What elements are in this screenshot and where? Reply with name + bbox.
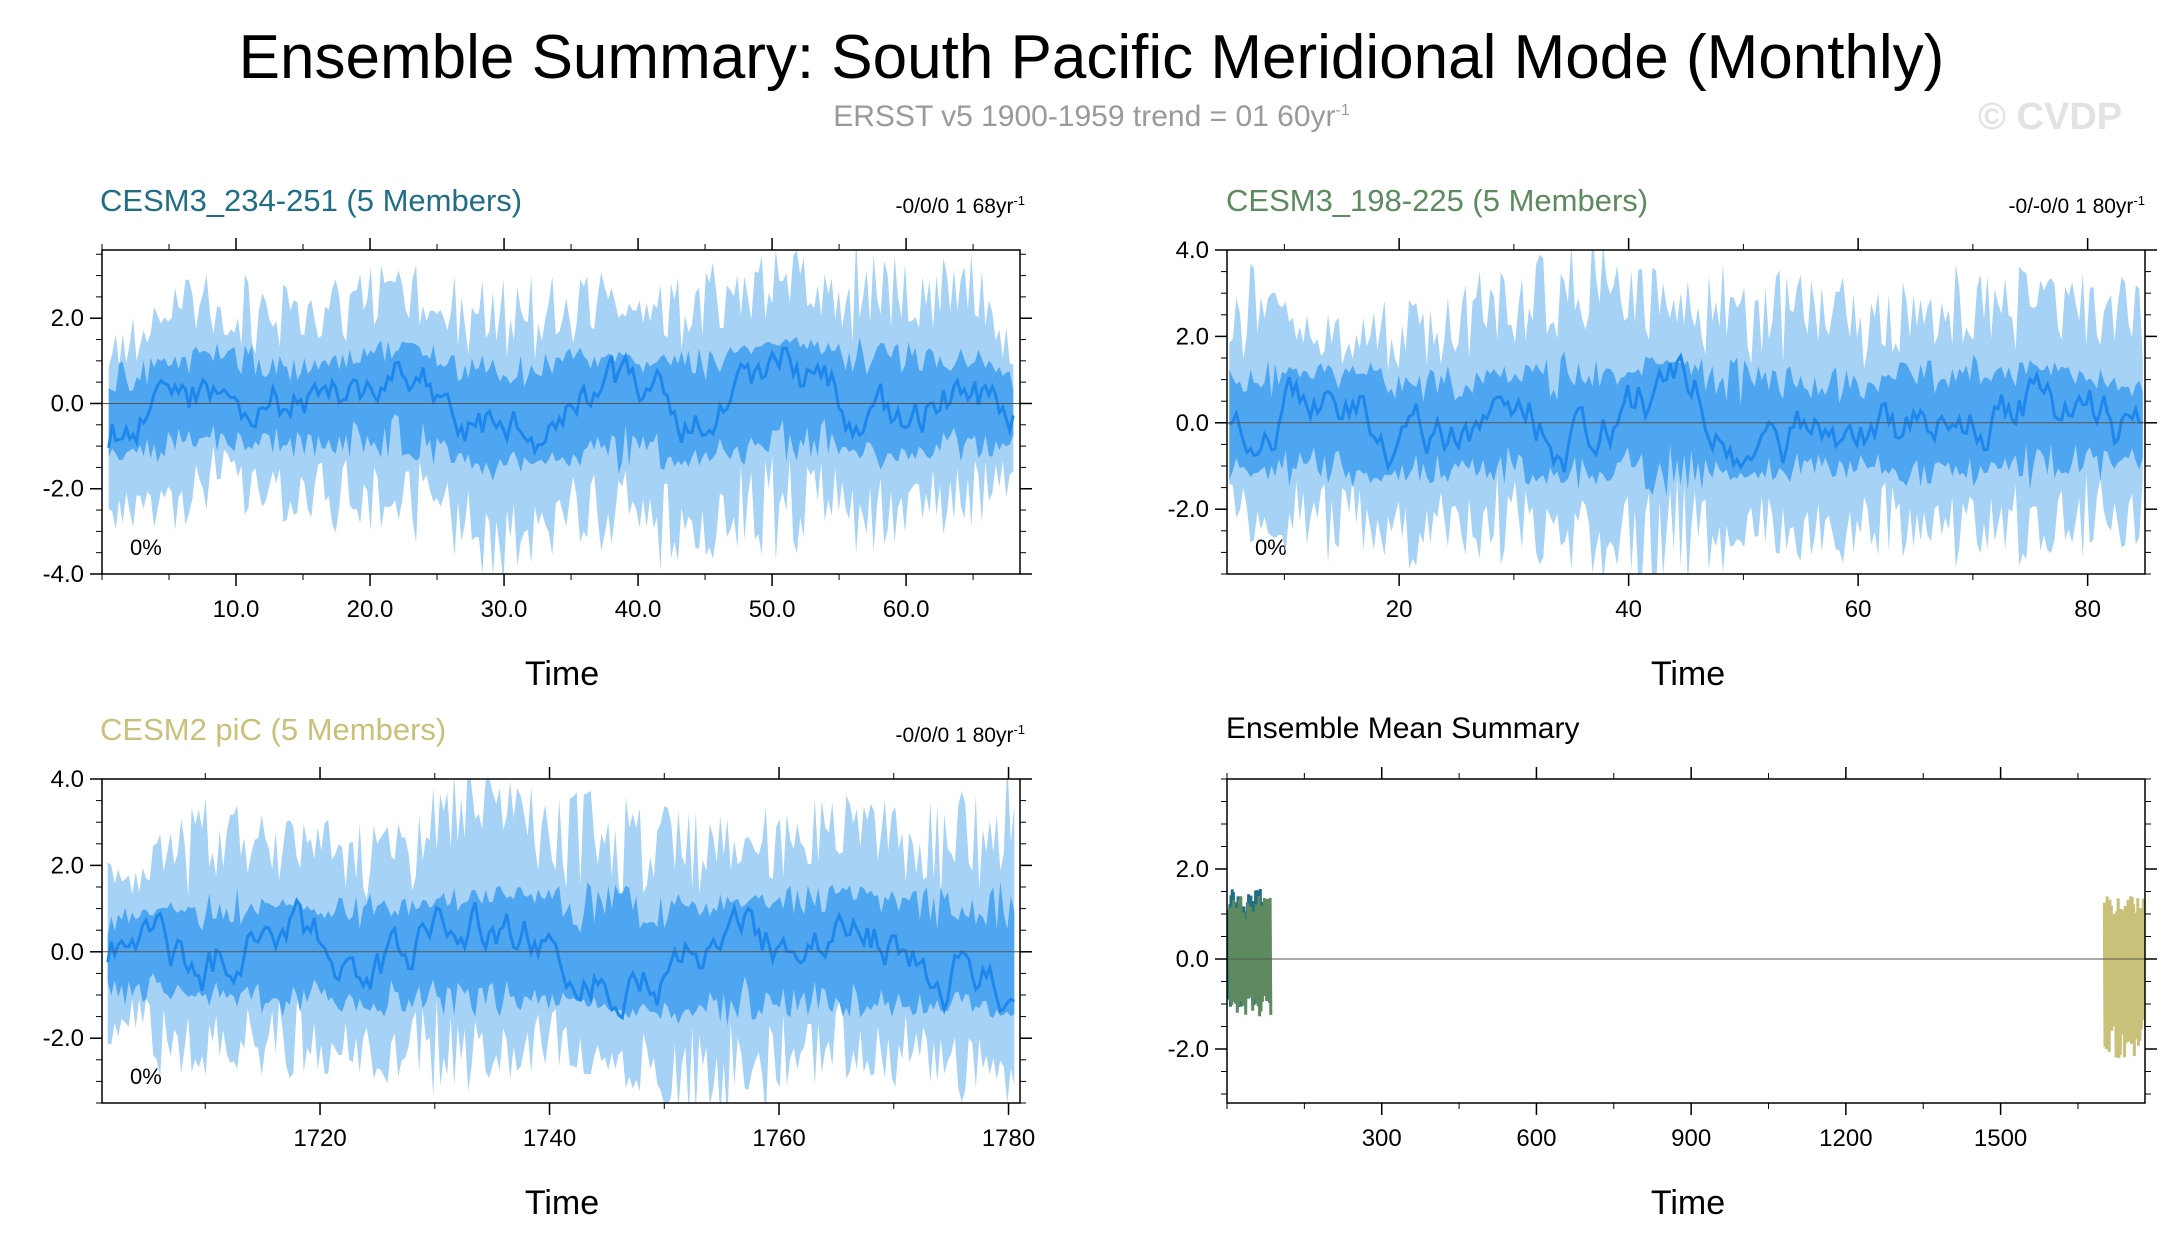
panel-2-xtick-label: 1720 [293, 1125, 346, 1152]
panel-0-iqr-band [108, 336, 1014, 481]
panel-3-series-2 [2102, 896, 2145, 1058]
panel-0-xtick-label: 20.0 [347, 596, 394, 623]
panel-3-xtick-label: 600 [1516, 1125, 1556, 1152]
panel-3-xtick-label: 900 [1671, 1125, 1711, 1152]
panel-3-series-1 [1228, 895, 1273, 1017]
panel-1-xlabel: Time [1650, 655, 1726, 693]
panel-1-mean-line [1228, 352, 2143, 473]
panel-0-ytick-label: -2.0 [43, 476, 84, 503]
panel-0-annotation: 0% [130, 535, 162, 560]
panel-1-trend: -0/-0/0 1 80yr-1 [2008, 193, 2145, 218]
panel-1-ytick-label: 0.0 [1176, 410, 1209, 437]
panel-1-xtick-label: 40 [1615, 596, 1642, 623]
panel-3-frame [1226, 778, 2146, 1104]
panel-1-iqr-band [1229, 351, 2143, 497]
panel-1-xtick-label: 60 [1845, 596, 1872, 623]
panel-0-xtick-label: 30.0 [481, 596, 528, 623]
panel-3-xtick-label: 300 [1362, 1125, 1402, 1152]
panel-2-trend: -0/0/0 1 80yr-1 [895, 722, 1025, 747]
panel-0-title: CESM3_234-251 (5 Members) [100, 183, 523, 218]
panel-2-ytick-label: 0.0 [51, 939, 84, 966]
panel-2-xtick-label: 1740 [523, 1125, 576, 1152]
page-subtitle: ERSST v5 1900-1959 trend = 01 60yr-1 [833, 100, 1350, 133]
panel-0-xlabel: Time [524, 655, 600, 693]
panel-3-title: Ensemble Mean Summary [1226, 712, 1580, 745]
panel-0-plot-area [107, 250, 1015, 574]
panel-2-xtick-label: 1760 [752, 1125, 805, 1152]
panel-0-xtick-label: 50.0 [749, 596, 796, 623]
panel-2-xlabel: Time [524, 1184, 600, 1222]
panel-3-plot-area [1227, 888, 2145, 1058]
panel-3-ytick-label: 2.0 [1176, 856, 1209, 883]
panel-3-xlabel: Time [1650, 1184, 1726, 1222]
panel-3-xtick-label: 1500 [1974, 1125, 2027, 1152]
panel-2-annotation: 0% [130, 1064, 162, 1089]
panel-1-title: CESM3_198-225 (5 Members) [1226, 183, 1649, 218]
panel-2-frame [101, 778, 1021, 1104]
panel-3-ytick-label: -2.0 [1168, 1036, 1209, 1063]
panel-2-mean-line [106, 897, 1016, 1021]
panel-1-plot-area [1228, 250, 2143, 574]
page-title: Ensemble Summary: South Pacific Meridion… [238, 23, 1945, 92]
panel-0-xtick-label: 60.0 [883, 596, 930, 623]
panel-1-xtick-label: 80 [2074, 596, 2101, 623]
panel-2-title: CESM2 piC (5 Members) [100, 712, 447, 747]
panel-1-ytick-label: -2.0 [1168, 496, 1209, 523]
panel-2-xtick-label: 1780 [982, 1125, 1035, 1152]
panel-2-ytick-label: -2.0 [43, 1025, 84, 1052]
panel-0-frame [101, 249, 1021, 575]
panel-1-frame [1226, 249, 2146, 575]
panel-0-ytick-label: 2.0 [51, 305, 84, 332]
panel-0-mean-line [107, 346, 1015, 457]
panel-2-plot-area [106, 779, 1016, 1103]
panel-1-xtick-label: 20 [1386, 596, 1413, 623]
panel-0-ytick-label: -4.0 [43, 561, 84, 588]
cvdp-watermark: © CVDP [1978, 96, 2123, 138]
panel-0-xtick-label: 40.0 [615, 596, 662, 623]
panel-3-xtick-label: 1200 [1819, 1125, 1872, 1152]
panel-1-ytick-label: 2.0 [1176, 323, 1209, 350]
panel-0-trend: -0/0/0 1 68yr-1 [895, 193, 1025, 218]
panel-3-ytick-label: 0.0 [1176, 946, 1209, 973]
panel-2-ytick-label: 4.0 [51, 766, 84, 793]
panel-1-annotation: 0% [1255, 535, 1287, 560]
panel-0-ytick-label: 0.0 [51, 390, 84, 417]
panel-2-ytick-label: 2.0 [51, 852, 84, 879]
panel-1-ytick-label: 4.0 [1176, 237, 1209, 264]
panel-0-xtick-label: 10.0 [213, 596, 260, 623]
panel-2-iqr-band [107, 881, 1015, 1027]
